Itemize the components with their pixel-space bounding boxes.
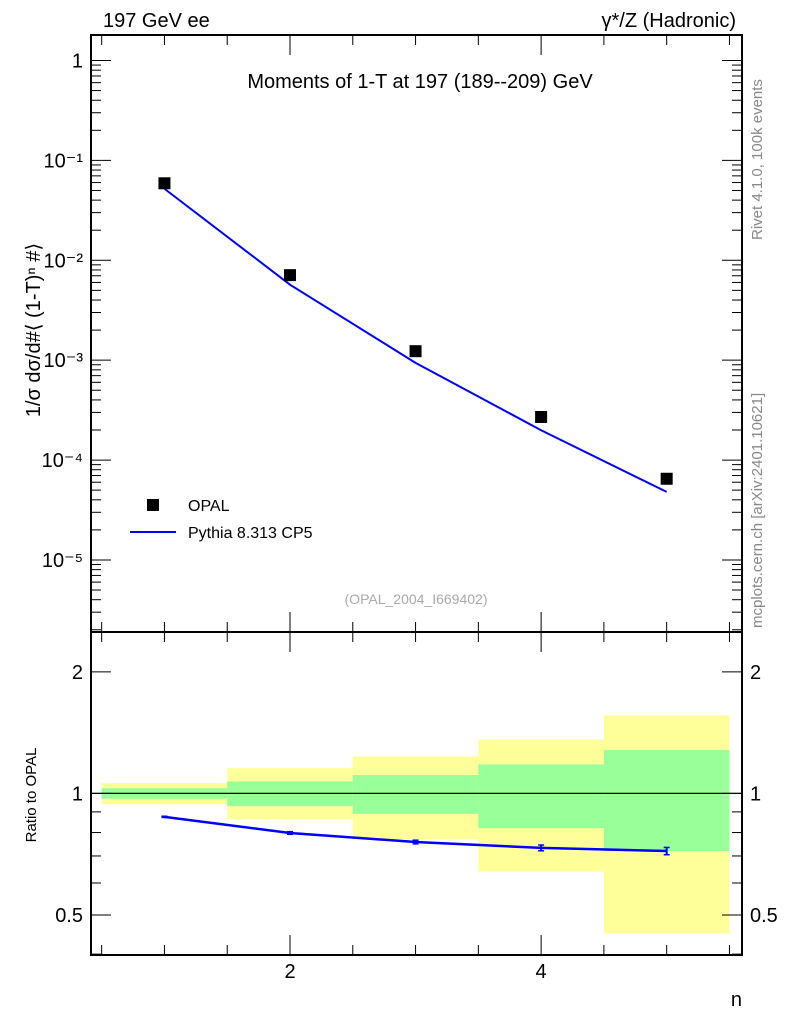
legend-marker-opal — [147, 499, 159, 511]
opal-data-point — [158, 177, 171, 190]
axes — [91, 35, 742, 955]
ratio-y-tick-label-right: 0.5 — [750, 905, 778, 927]
header-left: 197 GeV ee — [103, 10, 210, 32]
y-tick-label: 10⁻⁴ — [42, 450, 83, 472]
y-tick-label: 10⁻¹ — [44, 150, 84, 172]
ratio-y-label: Ratio to OPAL — [23, 748, 40, 843]
opal-data-point — [660, 472, 673, 485]
opal-data-point — [409, 345, 422, 358]
header-right: γ*/Z (Hadronic) — [602, 10, 736, 32]
rivet-label: Rivet 4.1.0, 100k events — [749, 79, 766, 240]
y-tick-label: 10⁻² — [44, 250, 84, 272]
y-tick-label: 1 — [72, 50, 83, 72]
ratio-bands — [91, 715, 742, 934]
green-band-bin — [603, 750, 730, 852]
y-tick-label: 10⁻⁵ — [42, 550, 83, 572]
opal-data-point — [535, 410, 548, 423]
opal-data-point — [284, 269, 297, 282]
ratio-y-tick-label-right: 2 — [750, 662, 761, 684]
ratio-frame — [90, 631, 743, 956]
main-marks — [158, 177, 673, 493]
analysis-id: (OPAL_2004_I669402) — [345, 591, 488, 607]
x-tick-label: 4 — [536, 961, 547, 983]
ratio-marks — [161, 815, 670, 856]
ratio-y-tick-label: 0.5 — [55, 905, 83, 927]
x-axis-label: n — [731, 989, 742, 1011]
legend-label-pythia: Pythia 8.313 CP5 — [188, 525, 313, 542]
ratio-y-tick-label-right: 1 — [750, 783, 761, 805]
y-tick-label: 10⁻³ — [44, 350, 84, 372]
mcplots-label: mcplots.cern.ch [arXiv:2401.10621] — [749, 393, 766, 628]
green-band-bin — [478, 764, 604, 829]
ratio-y-tick-label: 1 — [72, 783, 83, 805]
legend-label-opal: OPAL — [188, 498, 230, 515]
main-y-label: 1/σ dσ/d#⟨ (1-T)ⁿ #⟩ — [23, 243, 45, 417]
main-frame — [90, 34, 743, 633]
legend: OPAL Pythia 8.313 CP5 — [130, 498, 313, 542]
pythia-line — [163, 187, 668, 493]
chart-title: Moments of 1-T at 197 (189--209) GeV — [247, 71, 593, 93]
green-band-bin — [352, 775, 479, 814]
ratio-y-tick-label: 2 — [72, 662, 83, 684]
x-tick-label: 2 — [284, 961, 295, 983]
